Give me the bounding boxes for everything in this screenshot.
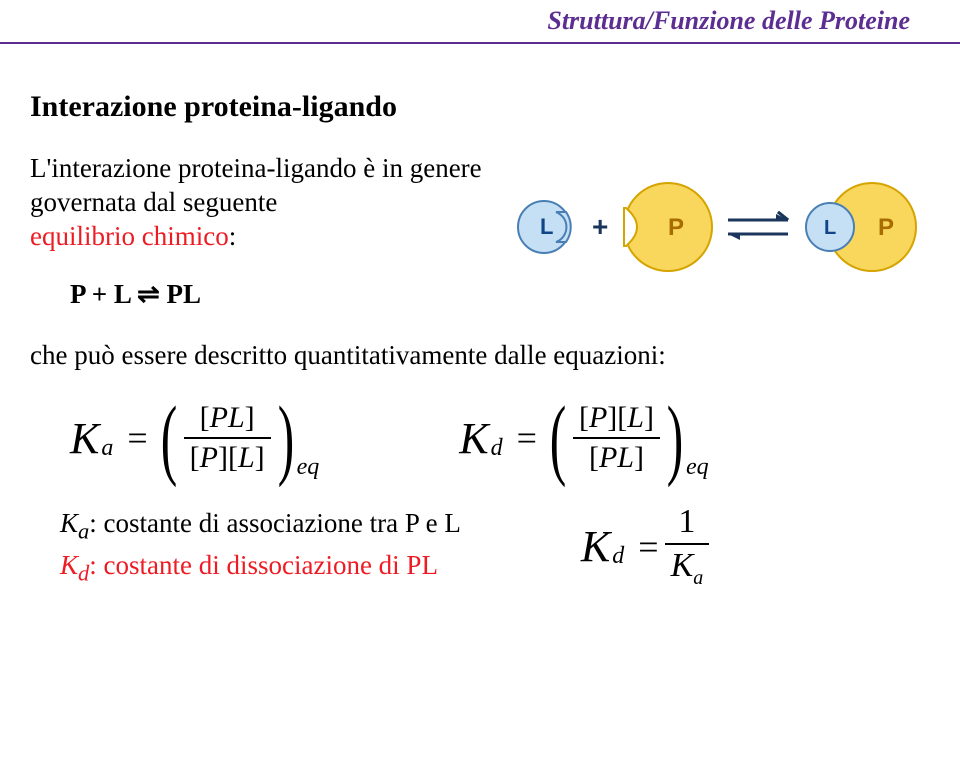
Ka-eq-sub: eq [297, 454, 320, 481]
header-rule [0, 42, 960, 44]
Kd-num-P: P [589, 401, 607, 434]
equation-Ka: K a = ( [PL] [P][L] ) eq [70, 401, 319, 475]
intro-prefix: L'interazione proteina-ligando è in gene… [30, 153, 482, 217]
Kd-definition: Kd: costante di dissociazione di PL [60, 547, 461, 589]
Ka-def-sub: a [78, 518, 89, 543]
KdKa-equals: = [638, 526, 658, 568]
lparen-icon: ( [160, 405, 176, 473]
KdKa-num: 1 [672, 503, 701, 541]
intro-left: L'interazione proteina-ligando è in gene… [30, 152, 510, 310]
KdKa-sub: d [612, 543, 624, 570]
bottom-row: Ka: costante di associazione tra P e L K… [30, 503, 930, 590]
Kd-equals: = [517, 417, 537, 459]
intro-colon: : [229, 221, 237, 251]
KdKa-den-sub: a [693, 567, 703, 589]
equilibrium-arrows [728, 212, 788, 240]
reaction-svg: L + P [510, 172, 930, 282]
plus-sign: + [592, 211, 608, 242]
ligand-shape: L [518, 201, 571, 253]
slide-header: Struttura/Funzione delle Proteine [0, 0, 960, 60]
Kd-def-sub: d [78, 560, 89, 585]
Ka-definition: Ka: costante di associazione tra P e L [60, 505, 461, 547]
equations-row: K a = ( [PL] [P][L] ) eq K d = ( [P [30, 401, 930, 475]
Kd-eq-sub: eq [686, 454, 709, 481]
Kd-num-L: L [627, 401, 644, 434]
complex-P-label: P [878, 214, 894, 241]
complex-shape: L P [806, 183, 916, 271]
rparen-icon: ) [667, 405, 683, 473]
intro-row: L'interazione proteina-ligando è in gene… [30, 152, 930, 310]
Ka-num-PL: PL [210, 401, 245, 434]
Ka-den-L: L [238, 441, 255, 474]
Kd-fraction: [P][L] [PL] [573, 401, 660, 475]
Kd-def-text: : costante di dissociazione di PL [89, 550, 438, 580]
Ka-def-text: : costante di associazione tra P e L [89, 508, 461, 538]
KdKa-den-K: K [671, 547, 694, 584]
complex-L-label: L [824, 217, 836, 239]
content-area: Interazione proteina-ligando L'interazio… [0, 60, 960, 590]
equation-Kd: K d = ( [P][L] [PL] ) eq [459, 401, 708, 475]
header-title: Struttura/Funzione delle Proteine [547, 6, 910, 36]
lparen-icon: ( [550, 405, 566, 473]
intro-paragraph: L'interazione proteina-ligando è in gene… [30, 152, 510, 253]
fraction-bar [184, 437, 271, 439]
Ka-den-P: P [200, 441, 218, 474]
fraction-bar [665, 543, 710, 545]
protein-shape: P [624, 183, 712, 271]
equation-Kd-inverse: K d = 1 Ka [581, 503, 709, 590]
Ka-K: K [70, 413, 99, 464]
KdKa-K: K [581, 521, 610, 572]
page-title: Interazione proteina-ligando [30, 90, 930, 124]
Kd-den-PL: PL [599, 441, 634, 474]
ligand-label: L [540, 214, 553, 239]
Ka-paren: ( [PL] [P][L] ) [154, 401, 301, 475]
reaction-diagram: L + P [510, 152, 930, 287]
Ka-def-K: K [60, 508, 78, 538]
Ka-fraction: [PL] [P][L] [184, 401, 271, 475]
chemical-equilibrium: P + L ⇌ PL [70, 279, 510, 310]
Kd-sub: d [491, 435, 503, 462]
protein-label: P [668, 214, 684, 241]
Ka-equals: = [127, 417, 147, 459]
rparen-icon: ) [277, 405, 293, 473]
Kd-K: K [459, 413, 488, 464]
definitions: Ka: costante di associazione tra P e L K… [60, 505, 461, 589]
description-line: che può essere descritto quantitativamen… [30, 340, 930, 371]
intro-equilibrio: equilibrio chimico [30, 221, 229, 251]
fraction-bar [573, 437, 660, 439]
Ka-sub: a [101, 435, 113, 462]
Kd-paren: ( [P][L] [PL] ) [543, 401, 690, 475]
KdKa-fraction: 1 Ka [665, 503, 710, 590]
Kd-def-K: K [60, 550, 78, 580]
